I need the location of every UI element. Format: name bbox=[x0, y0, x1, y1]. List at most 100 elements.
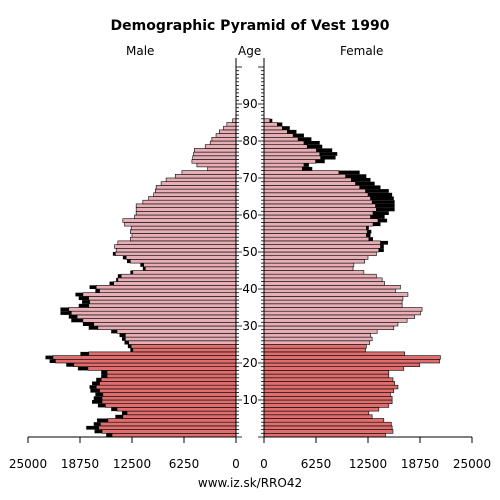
female-bar bbox=[263, 125, 283, 131]
female-surplus-bar bbox=[351, 178, 371, 182]
male-surplus-bar bbox=[93, 422, 101, 426]
female-bar bbox=[263, 188, 366, 194]
female-surplus-bar bbox=[372, 200, 395, 204]
female-bar bbox=[263, 259, 365, 264]
male-bar bbox=[191, 159, 237, 164]
female-bar bbox=[263, 277, 383, 282]
female-surplus-bar bbox=[282, 126, 290, 130]
male-bar bbox=[125, 336, 237, 342]
male-surplus-bar bbox=[93, 396, 103, 400]
female-bar bbox=[263, 366, 405, 371]
female-bar bbox=[263, 244, 381, 249]
female-surplus-bar bbox=[365, 189, 389, 193]
female-bar bbox=[263, 336, 373, 342]
female-surplus-bar bbox=[302, 166, 313, 171]
female-surplus-bar bbox=[307, 144, 323, 149]
female-x-tick-label: 12500 bbox=[349, 457, 387, 471]
male-surplus-bar bbox=[116, 277, 118, 282]
female-bar bbox=[263, 177, 352, 183]
male-bar bbox=[98, 425, 237, 430]
female-bar bbox=[263, 137, 299, 142]
male-surplus-bar bbox=[49, 359, 56, 363]
female-x-tick-label: 0 bbox=[260, 457, 268, 471]
male-surplus-bar bbox=[66, 363, 74, 367]
male-bar bbox=[207, 166, 237, 171]
female-bar bbox=[263, 358, 440, 364]
age-tick-label: 70 bbox=[242, 171, 257, 185]
female-x-tick-label: 6250 bbox=[301, 457, 332, 471]
female-bar bbox=[263, 288, 396, 294]
male-surplus-bar bbox=[130, 348, 133, 352]
male-surplus-bar bbox=[82, 300, 90, 304]
male-bar bbox=[174, 174, 237, 179]
male-surplus-bar bbox=[71, 318, 83, 323]
male-surplus-bar bbox=[75, 292, 83, 297]
female-bar bbox=[263, 432, 386, 438]
female-bar bbox=[263, 122, 278, 127]
male-bar bbox=[87, 366, 237, 371]
female-surplus-bar bbox=[287, 129, 297, 134]
female-bar bbox=[263, 333, 371, 338]
male-surplus-bar bbox=[115, 414, 123, 419]
male-bar bbox=[226, 122, 237, 127]
female-bar bbox=[263, 192, 369, 197]
male-bar bbox=[130, 225, 237, 231]
male-bar bbox=[116, 329, 237, 334]
female-bar bbox=[263, 174, 346, 179]
male-surplus-bar bbox=[130, 270, 133, 275]
male-surplus-bar bbox=[122, 411, 128, 415]
male-surplus-bar bbox=[92, 400, 103, 404]
female-bar bbox=[263, 262, 355, 268]
male-surplus-bar bbox=[89, 285, 97, 289]
age-tick-label: 80 bbox=[242, 134, 257, 148]
male-surplus-bar bbox=[142, 266, 146, 271]
female-surplus-bar bbox=[372, 222, 381, 227]
female-bar bbox=[263, 218, 379, 223]
female-bar bbox=[263, 399, 393, 405]
female-bar bbox=[263, 211, 374, 216]
female-x-tick-label: 25000 bbox=[453, 457, 491, 471]
male-bar bbox=[132, 270, 237, 275]
male-bar bbox=[131, 233, 237, 238]
male-surplus-bar bbox=[68, 314, 78, 319]
male-label: Male bbox=[126, 44, 155, 58]
male-surplus-bar bbox=[101, 374, 108, 378]
female-surplus-bar bbox=[378, 248, 384, 252]
female-bar bbox=[263, 329, 378, 334]
male-bar bbox=[99, 381, 237, 386]
male-bar bbox=[154, 188, 237, 194]
male-surplus-bar bbox=[92, 381, 100, 386]
female-bar bbox=[263, 355, 441, 360]
male-surplus-bar bbox=[82, 322, 94, 326]
female-bar bbox=[263, 318, 408, 323]
female-bar bbox=[263, 429, 394, 434]
female-bar bbox=[263, 207, 377, 212]
footer-url: www.iz.sk/RRO42 bbox=[197, 476, 303, 490]
male-bar bbox=[148, 196, 237, 201]
male-surplus-bar bbox=[111, 329, 118, 334]
male-bar bbox=[130, 344, 237, 349]
female-bar bbox=[263, 214, 371, 220]
female-bar bbox=[263, 222, 374, 227]
male-bar bbox=[76, 314, 237, 319]
female-bar bbox=[263, 236, 370, 242]
female-bar bbox=[263, 373, 390, 379]
male-surplus-bar bbox=[60, 311, 72, 315]
female-surplus-bar bbox=[320, 155, 336, 160]
age-tick-label: 20 bbox=[242, 356, 257, 370]
male-bar bbox=[211, 137, 237, 142]
male-bar bbox=[114, 244, 237, 249]
male-bar bbox=[196, 162, 237, 168]
male-surplus-bar bbox=[124, 340, 129, 345]
female-bar bbox=[263, 414, 373, 419]
male-bar bbox=[101, 395, 237, 401]
female-bar bbox=[263, 255, 369, 260]
female-surplus-bar bbox=[370, 196, 394, 201]
female-bar bbox=[263, 118, 271, 123]
male-bar bbox=[89, 299, 237, 305]
male-bar bbox=[165, 177, 237, 183]
male-bar bbox=[219, 129, 237, 134]
female-surplus-bar bbox=[376, 207, 395, 212]
male-bar bbox=[209, 140, 237, 146]
male-bar bbox=[88, 296, 237, 301]
